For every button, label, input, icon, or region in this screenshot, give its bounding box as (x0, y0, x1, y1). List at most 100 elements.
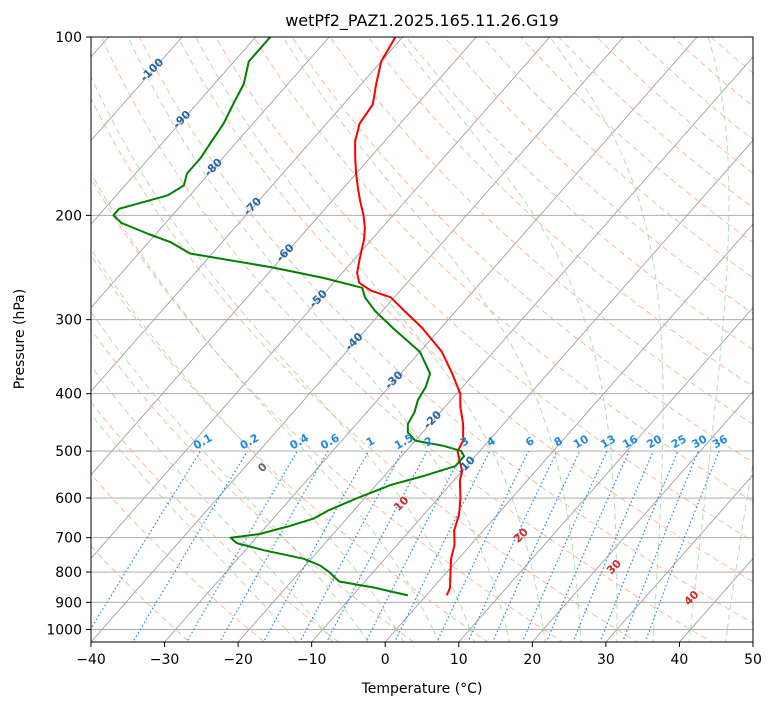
isotherm-line (531, 390, 753, 642)
moist-adiabat-line (469, 629, 475, 642)
mixing-ratio-label: 1 (364, 434, 377, 449)
y-tick-label: 800 (55, 565, 82, 581)
profile-lines (112, 37, 466, 597)
isotherm-line (384, 223, 753, 642)
moist-adiabat-line (195, 37, 544, 630)
moist-adiabat-line (285, 629, 298, 642)
moist-adiabat-line (359, 629, 369, 642)
isotherm-line (752, 641, 753, 642)
moist-adiabat-line (282, 37, 581, 630)
y-tick-label: 400 (55, 387, 82, 403)
y-tick-label: 200 (55, 208, 82, 224)
x-tick-label: 0 (381, 652, 390, 668)
mixing-ratio-label: 2 (422, 434, 435, 449)
moist-adiabat-label: 30 (604, 557, 624, 577)
moist-adiabat-line (91, 365, 324, 630)
x-axis-ticks: −40 −30 −20 −10 0 10 20 30 40 50 (76, 642, 762, 668)
isotherm-line (91, 37, 551, 560)
mixing-ratio-line (299, 450, 403, 642)
isotherm-line (91, 37, 404, 392)
dry-adiabat-line (772, 24, 775, 654)
dry-adiabat-line (367, 37, 753, 388)
mixing-ratio-label: 36 (710, 432, 730, 451)
dry-adiabat-line (91, 97, 639, 642)
isotherm-line (91, 37, 330, 309)
y-tick-label: 1000 (46, 622, 82, 638)
moist-adiabat-line (726, 459, 753, 630)
mixing-ratio-label: 16 (620, 432, 640, 451)
moist-adiabat-line (549, 37, 664, 630)
mixing-ratio-line (621, 450, 700, 642)
background-lines (91, 24, 775, 654)
mixing-ratio-line (521, 450, 608, 642)
dry-adiabat-line (291, 37, 753, 464)
mixing-ratio-label: 25 (669, 432, 689, 451)
dry-adiabat-line (139, 37, 753, 624)
moist-adiabat-line (432, 629, 440, 642)
mixing-ratio-label: 0.2 (238, 431, 261, 452)
dry-adiabat-line (748, 37, 753, 41)
moist-adiabat-line (395, 629, 405, 642)
moist-adiabat-line (322, 629, 334, 642)
moist-adiabat-label: 20 (511, 525, 531, 545)
plot-frame (90, 36, 754, 643)
dry-adiabat-line (215, 37, 753, 542)
isotherm-line (605, 474, 753, 642)
mixing-ratio-line (262, 450, 370, 642)
mixing-ratio-label: 0.1 (191, 431, 214, 452)
dry-adiabat-line (405, 37, 753, 351)
y-tick-label: 300 (55, 313, 82, 329)
dry-adiabat-line (91, 328, 415, 642)
mixing-ratio-line (219, 450, 329, 642)
mixing-ratio-line (436, 450, 530, 642)
x-tick-label: 10 (450, 652, 468, 668)
dry-adiabat-line (91, 545, 191, 642)
moist-adiabat-line (91, 310, 360, 630)
mixing-ratio-line (185, 450, 298, 642)
isotherm-line (237, 56, 753, 642)
x-tick-label: 40 (671, 652, 689, 668)
mixing-ratio-line (326, 450, 428, 642)
moist-adiabat-line (91, 413, 287, 630)
dry-adiabat-line (558, 37, 753, 209)
x-tick-label: −40 (76, 652, 106, 668)
x-axis-label: Temperature (°C) (361, 681, 483, 697)
moist-adiabat-line (725, 629, 728, 642)
temperature-line (354, 37, 465, 596)
isotherm-line (91, 37, 257, 225)
mixing-ratio-label: 13 (598, 432, 618, 451)
mixing-ratio-line (572, 450, 654, 642)
dry-adiabat-line (329, 37, 753, 425)
mixing-ratio-label: 20 (644, 432, 664, 451)
y-tick-label: 900 (55, 595, 82, 611)
dry-adiabat-line (100, 37, 713, 642)
moist-adiabat-line (397, 37, 618, 630)
chart-title: wetPf2_PAZ1.2025.165.11.26.G19 (285, 11, 559, 31)
dry-adiabat-line (91, 177, 564, 642)
y-axis-ticks: 100 200 300 400 500 600 700 800 900 1000 (46, 30, 91, 638)
isotherm-line (91, 37, 183, 142)
mixing-ratio-label: 30 (689, 432, 709, 451)
mixing-ratio-label: 0.4 (288, 431, 312, 452)
dewpoint-line (112, 37, 466, 597)
dry-adiabat-line (481, 37, 753, 279)
mixing-ratio-label: 10 (571, 432, 591, 451)
moist-adiabat-label: 10 (391, 494, 411, 514)
y-tick-label: 700 (55, 531, 82, 547)
x-tick-label: 50 (744, 652, 762, 668)
mixing-ratio-line (91, 450, 202, 630)
moist-adiabat-line (127, 37, 508, 630)
dry-adiabat-line (443, 37, 753, 315)
mixing-ratio-line (599, 450, 679, 642)
mixing-ratio-label: 1.5 (392, 431, 415, 452)
mixing-ratio-label: 0.6 (318, 431, 342, 452)
y-tick-label: 500 (55, 444, 82, 460)
moist-adiabat-line (506, 629, 511, 642)
moist-adiabat-line (690, 37, 730, 630)
mixing-ratio-line (132, 450, 248, 642)
moist-adiabat-line (542, 629, 546, 642)
moist-adiabat-label: 40 (682, 588, 702, 608)
x-tick-label: 20 (523, 652, 541, 668)
isotherm-line (91, 37, 477, 476)
